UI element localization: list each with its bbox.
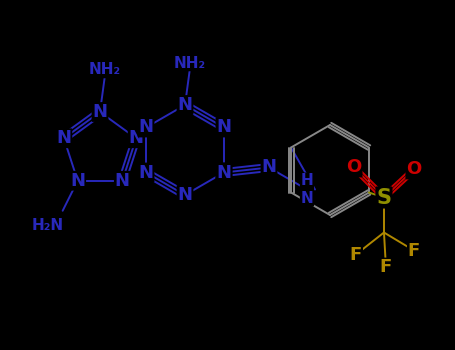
Text: N: N [177,96,192,114]
Text: N: N [217,163,232,182]
Text: N: N [138,119,153,136]
Text: NH₂: NH₂ [174,56,206,70]
Text: H
N: H N [301,173,313,206]
Text: N: N [92,103,107,121]
Text: H₂N: H₂N [31,218,64,233]
Text: S: S [376,188,391,208]
Text: F: F [408,241,420,259]
Text: N: N [177,186,192,204]
Text: N: N [217,163,232,182]
Text: O: O [406,161,422,178]
Text: N: N [217,119,232,136]
Text: N: N [70,172,85,190]
Text: F: F [380,259,392,276]
Text: F: F [350,245,362,264]
Text: N: N [262,159,277,176]
Text: N: N [115,172,130,190]
Text: NH₂: NH₂ [89,63,121,77]
Text: N: N [56,129,71,147]
Text: N: N [138,163,153,182]
Text: N: N [129,129,144,147]
Text: O: O [346,159,362,176]
